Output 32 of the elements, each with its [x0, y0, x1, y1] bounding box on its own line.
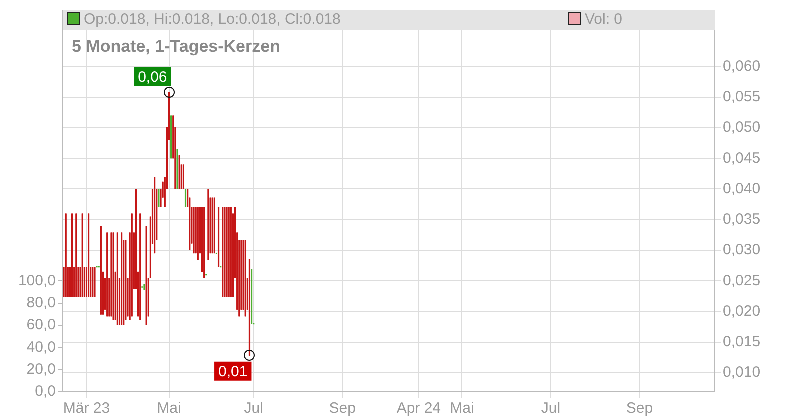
y-tick-label: 0,055 [723, 88, 761, 106]
y2-tick-label: 20,0 [26, 360, 56, 378]
x-tick-label: Jul [541, 400, 561, 418]
y-tick-label: 0,015 [723, 334, 761, 351]
x-tick-label: Mär 23 [63, 400, 110, 418]
x-tick-label: Sep [626, 400, 654, 418]
text: 5 Monate, 1-Tages-Kerzen [72, 37, 280, 57]
y-tick-label: 0,040 [723, 180, 761, 198]
y-tick-label: 0,060 [723, 58, 761, 75]
candlestick [158, 188, 160, 208]
annotation: 0,06 [138, 69, 168, 86]
x-tick-label: Mai [450, 400, 474, 418]
annotation: 0,01 [218, 364, 248, 380]
y-tick-label: 0,045 [723, 150, 761, 167]
y-tick-label: 0,035 [723, 211, 761, 228]
y-tick-label: 0,020 [723, 302, 761, 320]
y-tick-label: 0,050 [723, 119, 761, 136]
x-tick-label: Apr 24 [396, 400, 442, 418]
annotation: Op:0.018, Hi:0.018, Lo:0.018, Cl:0.018 [83, 10, 341, 30]
x-tick-label: Mai [157, 400, 182, 418]
y-tick-label: 0,025 [723, 272, 761, 290]
y2-tick-label: 0,0 [35, 383, 56, 400]
y2-tick-label: 80,0 [26, 294, 56, 312]
candlestick [184, 188, 187, 208]
y-tick-label: 0,010 [723, 364, 761, 382]
y2-tick-label: 60,0 [26, 316, 56, 334]
x-tick-label: Jul [244, 400, 264, 418]
x-tick-label: Sep [329, 400, 356, 418]
annotation: Vol: 0 [584, 10, 623, 30]
y-tick-label: 0,030 [723, 242, 761, 259]
y2-tick-label: 100,0 [18, 272, 56, 290]
y2-tick-label: 40,0 [26, 338, 56, 356]
